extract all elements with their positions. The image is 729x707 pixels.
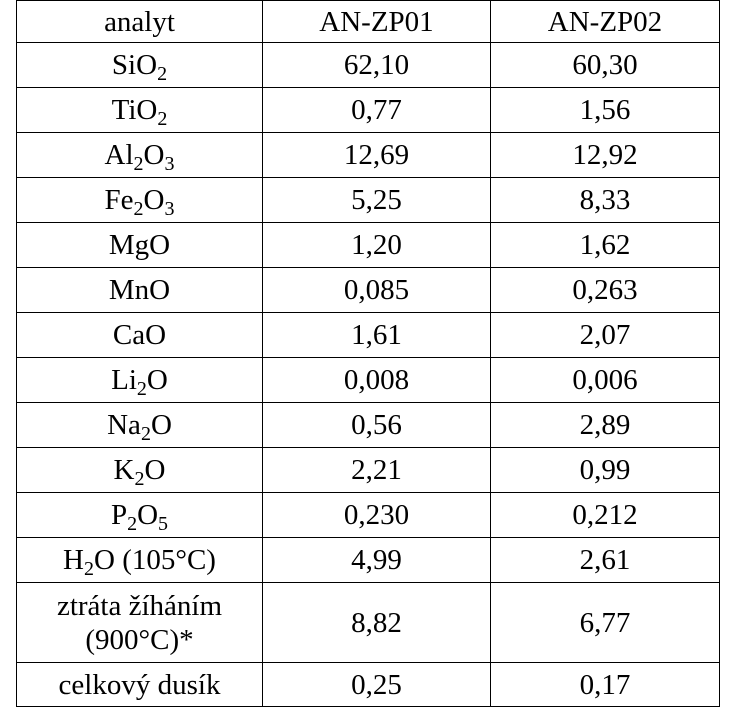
label-text: Na <box>107 409 141 441</box>
value-an-zp01: 0,56 <box>262 402 491 448</box>
subscript: 2 <box>127 513 138 535</box>
header-analyte: analyt <box>16 0 263 43</box>
table-row: celkový dusík 0,25 0,17 <box>16 662 720 707</box>
table-header-row: analyt AN-ZP01 AN-ZP02 <box>16 0 720 43</box>
subscript: 3 <box>164 198 175 220</box>
value-an-zp02: 2,61 <box>490 537 720 583</box>
label-text: Li <box>111 364 137 396</box>
table-row: H2O (105°C) 4,99 2,61 <box>16 537 720 583</box>
label-text: O <box>144 454 166 486</box>
value-an-zp01: 0,77 <box>262 87 491 133</box>
table-row: SiO2 62,10 60,30 <box>16 42 720 88</box>
table-row: MgO 1,20 1,62 <box>16 222 720 268</box>
value-an-zp02: 1,62 <box>490 222 720 268</box>
value-an-zp01: 8,82 <box>262 582 491 663</box>
value-an-zp01: 0,230 <box>262 492 491 538</box>
label-text: TiO <box>111 94 158 126</box>
label-text: O <box>146 364 168 396</box>
label-text: O <box>143 139 165 171</box>
value-an-zp02: 60,30 <box>490 42 720 88</box>
analyte-label: H2O (105°C) <box>16 537 263 583</box>
label-text: Fe <box>104 184 134 216</box>
label-text: MgO <box>108 229 171 261</box>
label-text: SiO <box>111 49 158 81</box>
label-text: Al <box>104 139 134 171</box>
value-an-zp02: 0,212 <box>490 492 720 538</box>
label-text: O <box>143 184 165 216</box>
value-an-zp01: 0,008 <box>262 357 491 403</box>
table-row: K2O 2,21 0,99 <box>16 447 720 493</box>
subscript: 5 <box>158 513 169 535</box>
value-an-zp02: 0,99 <box>490 447 720 493</box>
value-an-zp02: 0,006 <box>490 357 720 403</box>
analyte-label: CaO <box>16 312 263 358</box>
label-text: O (105°C) <box>94 544 216 576</box>
analyte-label-line: (900°C)* <box>85 623 194 656</box>
table-row: MnO 0,085 0,263 <box>16 267 720 313</box>
table-row: CaO 1,61 2,07 <box>16 312 720 358</box>
table-row: Na2O 0,56 2,89 <box>16 402 720 448</box>
subscript: 3 <box>164 153 175 175</box>
value-an-zp02: 0,17 <box>490 662 720 707</box>
analyte-label: K2O <box>16 447 263 493</box>
label-text: O <box>150 409 172 441</box>
analyte-label: Na2O <box>16 402 263 448</box>
subscript: 2 <box>133 198 144 220</box>
value-an-zp01: 1,61 <box>262 312 491 358</box>
value-an-zp02: 0,263 <box>490 267 720 313</box>
analyte-label: P2O5 <box>16 492 263 538</box>
table-row: Li2O 0,008 0,006 <box>16 357 720 403</box>
analyte-label: MnO <box>16 267 263 313</box>
analyte-label: Li2O <box>16 357 263 403</box>
subscript: 2 <box>157 108 168 130</box>
table-body: analyt AN-ZP01 AN-ZP02 SiO2 62,10 60,30 TiO… <box>16 0 720 707</box>
table-row: P2O5 0,230 0,212 <box>16 492 720 538</box>
analyte-label: ztráta žíháním (900°C)* <box>16 582 263 663</box>
subscript: 2 <box>140 423 151 445</box>
table-row: TiO2 0,77 1,56 <box>16 87 720 133</box>
subscript: 2 <box>136 378 147 400</box>
analyte-label: TiO2 <box>16 87 263 133</box>
label-text: H <box>63 544 84 576</box>
analyte-label-line: ztráta žíháním <box>56 589 223 622</box>
value-an-zp01: 5,25 <box>262 177 491 223</box>
label-text: O <box>137 499 159 531</box>
value-an-zp02: 6,77 <box>490 582 720 663</box>
analyte-table: analyt AN-ZP01 AN-ZP02 SiO2 62,10 60,30 TiO… <box>16 0 720 707</box>
value-an-zp02: 1,56 <box>490 87 720 133</box>
header-an-zp02: AN-ZP02 <box>490 0 720 43</box>
value-an-zp02: 2,07 <box>490 312 720 358</box>
value-an-zp01: 1,20 <box>262 222 491 268</box>
value-an-zp02: 12,92 <box>490 132 720 178</box>
header-an-zp01: AN-ZP01 <box>262 0 491 43</box>
analyte-label: Al2O3 <box>16 132 263 178</box>
subscript: 2 <box>84 558 94 580</box>
table-row: Fe2O3 5,25 8,33 <box>16 177 720 223</box>
analyte-label: Fe2O3 <box>16 177 263 223</box>
value-an-zp01: 62,10 <box>262 42 491 88</box>
value-an-zp01: 2,21 <box>262 447 491 493</box>
value-an-zp01: 12,69 <box>262 132 491 178</box>
subscript: 2 <box>157 63 168 85</box>
label-text: MnO <box>108 274 171 306</box>
label-text: celkový dusík <box>58 668 221 701</box>
subscript: 2 <box>134 468 145 490</box>
analyte-label: SiO2 <box>16 42 263 88</box>
value-an-zp02: 2,89 <box>490 402 720 448</box>
value-an-zp01: 0,085 <box>262 267 491 313</box>
subscript: 2 <box>133 153 144 175</box>
table-row: Al2O3 12,69 12,92 <box>16 132 720 178</box>
value-an-zp01: 4,99 <box>262 537 491 583</box>
label-text: CaO <box>112 319 167 351</box>
label-text: P <box>110 499 128 531</box>
label-text: K <box>113 454 135 486</box>
analyte-label: celkový dusík <box>16 662 263 707</box>
table-row: ztráta žíháním (900°C)* 8,82 6,77 <box>16 582 720 663</box>
value-an-zp01: 0,25 <box>262 662 491 707</box>
value-an-zp02: 8,33 <box>490 177 720 223</box>
analyte-label: MgO <box>16 222 263 268</box>
